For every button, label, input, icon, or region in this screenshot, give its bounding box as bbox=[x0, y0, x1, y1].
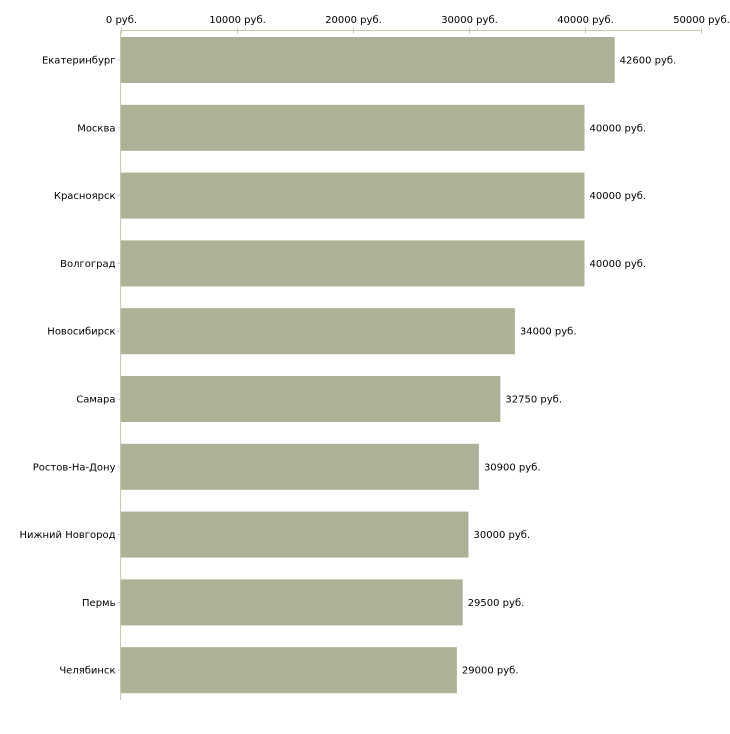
bar bbox=[121, 647, 457, 694]
category-label: Самара bbox=[76, 395, 115, 406]
bar bbox=[121, 240, 585, 287]
data-label: 32750 руб. bbox=[505, 395, 562, 406]
x-tick-label: 0 руб. bbox=[106, 15, 137, 26]
bar bbox=[121, 172, 585, 219]
data-label: 29500 руб. bbox=[468, 598, 525, 609]
x-tick-label: 30000 руб. bbox=[441, 15, 498, 26]
bar bbox=[121, 104, 585, 151]
data-label: 40000 руб. bbox=[590, 123, 647, 134]
bar bbox=[121, 376, 501, 422]
data-label: 34000 руб. bbox=[520, 327, 577, 338]
category-label: Нижний Новгород bbox=[19, 530, 115, 541]
bar bbox=[121, 308, 515, 355]
category-label: Волгоград bbox=[60, 259, 115, 270]
data-label: 30900 руб. bbox=[484, 462, 541, 473]
x-tick-label: 40000 руб. bbox=[557, 15, 614, 26]
bar bbox=[121, 511, 469, 558]
bar bbox=[121, 443, 479, 490]
bar bbox=[121, 37, 615, 83]
x-tick-label: 50000 руб. bbox=[673, 15, 730, 26]
category-label: Красноярск bbox=[54, 191, 116, 202]
category-label: Челябинск bbox=[59, 666, 115, 677]
data-label: 40000 руб. bbox=[590, 191, 647, 202]
category-label: Екатеринбург bbox=[42, 56, 116, 67]
x-tick-label: 20000 руб. bbox=[325, 15, 382, 26]
category-label: Новосибирск bbox=[47, 327, 115, 338]
x-tick-label: 10000 руб. bbox=[209, 15, 266, 26]
data-label: 40000 руб. bbox=[590, 259, 647, 270]
bar bbox=[121, 579, 463, 626]
data-label: 42600 руб. bbox=[620, 56, 677, 67]
category-label: Москва bbox=[77, 123, 115, 134]
category-label: Пермь bbox=[82, 598, 116, 609]
data-label: 30000 руб. bbox=[474, 530, 531, 541]
data-label: 29000 руб. bbox=[462, 666, 519, 677]
category-label: Ростов-На-Дону bbox=[33, 462, 116, 473]
